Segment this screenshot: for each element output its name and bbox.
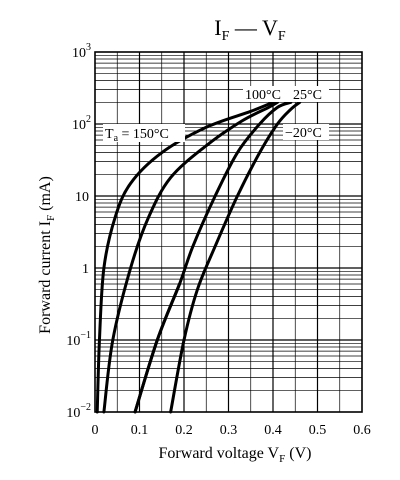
x-axis-label: Forward voltage VF (V) [159,445,312,465]
series-line-2 [133,100,293,414]
label-100c: 100°C [245,88,281,103]
label-bg-m20 [283,124,329,140]
x-tick-label: 0.1 [131,423,149,438]
series-line-0 [95,100,275,414]
y-tick-label: 103 [72,42,91,61]
x-tick-label: 0 [92,423,99,438]
grid [95,52,362,412]
x-tick-label: 0.6 [353,423,371,438]
label-minus20c: −20°C [285,126,322,141]
y-tick-label: 10 [75,190,89,205]
label-25c: 25°C [293,88,322,103]
x-tick-label: 0.2 [175,423,193,438]
series-line-4 [169,100,302,414]
curves [95,100,302,414]
label-bg-ta [103,124,185,142]
x-tick-labels: 0 0.1 0.2 0.3 0.4 0.5 0.6 [92,423,371,438]
x-tick-label: 0.3 [220,423,238,438]
series-line-3 [133,282,182,414]
x-tick-label: 0.5 [309,423,327,438]
y-tick-labels: 10−2 10−1 1 10 102 103 [66,42,91,421]
y-tick-label: 1 [82,262,89,277]
plot-frame [94,51,363,413]
y-tick-label: 10−2 [66,402,91,421]
y-tick-label: 10−1 [66,330,91,349]
label-bg-top [243,86,329,102]
chart-title: IF — VF [214,15,286,44]
label-ta-150c: Ta = 150°C [105,127,169,144]
y-tick-label: 102 [72,114,91,133]
y-axis-label: Forward current IF (mA) [37,176,57,334]
x-tick-label: 0.4 [264,423,282,438]
series-line-1 [102,100,279,414]
